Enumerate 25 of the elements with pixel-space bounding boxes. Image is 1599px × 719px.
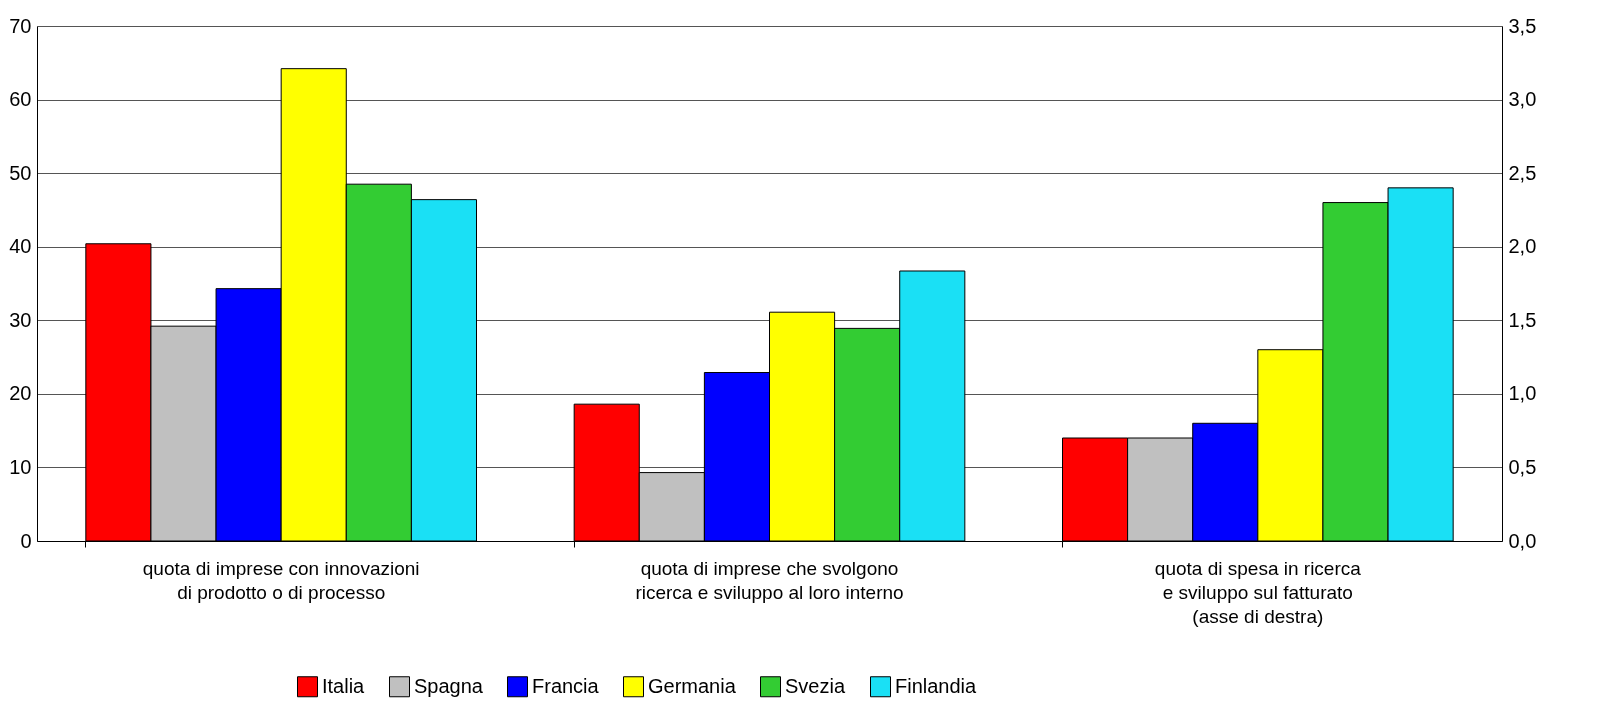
legend-label: Finlandia <box>895 674 978 697</box>
y-tick-label: 60 <box>9 88 32 111</box>
x-tick-label: quota di imprese che svolgono ricerca e sviluppo al loro interno <box>635 557 904 603</box>
x-tick-label: quota di imprese con innovazioni di prodotto o di processo <box>142 557 420 603</box>
y2-tick-label: 2,5 <box>1508 161 1537 184</box>
y-tick-label: 50 <box>9 161 32 184</box>
y2-tick-label: 3,0 <box>1508 88 1537 111</box>
y2-tick-label: 0,5 <box>1508 455 1537 478</box>
y2-tick-label: 2,0 <box>1508 235 1537 258</box>
legend-label: Svezia <box>785 674 846 697</box>
y2-tick-label: 1,5 <box>1508 308 1537 331</box>
y-tick-label: 40 <box>9 235 32 258</box>
y2-tick-label: 3,5 <box>1508 14 1537 37</box>
y-tick-label: 30 <box>9 308 32 331</box>
x-tick-label: quota di spesa in ricerca e sviluppo sul fatturato (asse di destra) <box>1154 557 1362 627</box>
y-tick-label: 20 <box>9 382 32 405</box>
legend-label: Italia <box>322 674 366 697</box>
y-tick-label: 0 <box>20 529 32 552</box>
legend-label: Francia <box>532 674 600 697</box>
legend-label: Germania <box>648 674 737 697</box>
y-tick-label: 10 <box>9 455 32 478</box>
y2-tick-label: 1,0 <box>1508 382 1537 405</box>
y-tick-label: 70 <box>9 14 32 37</box>
y2-tick-label: 0,0 <box>1508 529 1537 552</box>
legend-label: Spagna <box>414 674 484 697</box>
